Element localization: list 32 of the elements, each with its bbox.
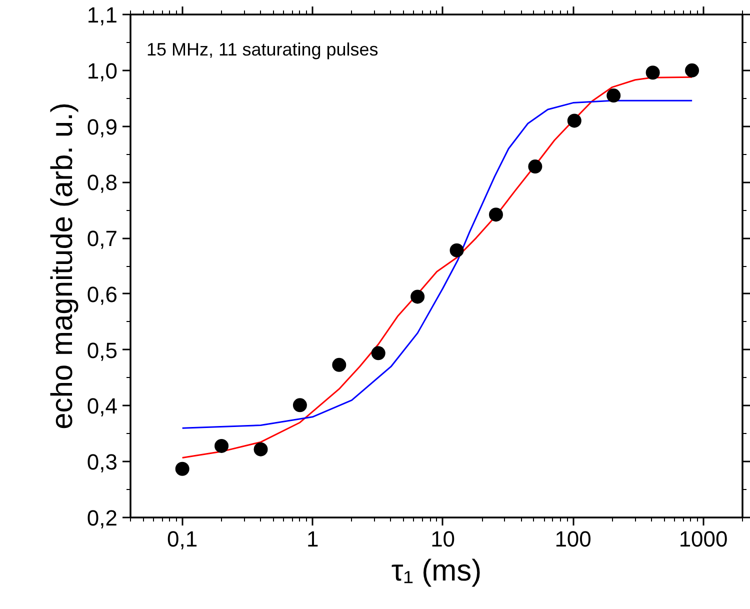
y-tick-label: 0,5: [86, 338, 118, 363]
y-axis-title: echo magnitude (arb. u.): [46, 102, 79, 430]
x-axis-title: τ₁ (ms): [391, 554, 482, 588]
point: [371, 346, 386, 360]
point: [488, 208, 503, 222]
point: [214, 438, 229, 453]
y-tick-label: 0,8: [86, 170, 118, 196]
x-tick-label: 10: [430, 526, 456, 552]
y-tick-label: 0,2: [86, 506, 118, 530]
x-tick-label: 0,1: [167, 526, 198, 552]
point: [175, 462, 190, 476]
point: [685, 63, 700, 78]
annotation: 15 MHz, 11 saturating pulses: [146, 40, 378, 60]
y-tick-label: 0,9: [86, 114, 118, 140]
point: [450, 243, 464, 258]
x-tick-label: 1: [306, 526, 319, 552]
point: [410, 290, 425, 304]
point: [292, 398, 307, 412]
point: [646, 66, 660, 80]
point: [332, 358, 346, 372]
y-tick-label: 0,7: [86, 226, 118, 252]
point: [606, 88, 621, 103]
point: [567, 114, 582, 128]
y-tick-label: 0,3: [86, 450, 118, 475]
point: [254, 442, 268, 456]
y-tick-label: 0,6: [86, 282, 118, 307]
y-tick-label: 1,0: [86, 58, 118, 84]
point: [528, 160, 542, 174]
y-tick-label: 0,4: [86, 394, 118, 419]
x-tick-label: 100: [554, 526, 592, 552]
y-tick-label: 1,1: [86, 2, 118, 28]
x-tick-label: 1000: [678, 526, 728, 552]
